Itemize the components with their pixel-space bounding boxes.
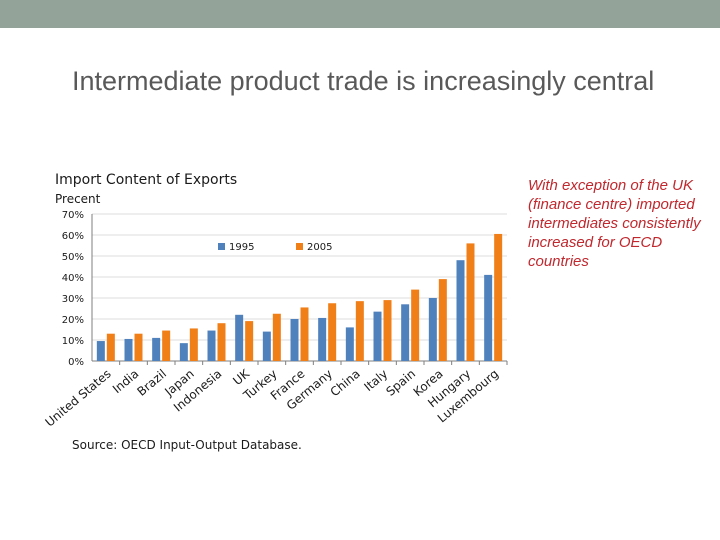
chart-source: Source: OECD Input-Output Database. (72, 438, 302, 452)
bar-2005 (494, 233, 503, 361)
bar-1995 (290, 319, 299, 361)
bar-2005 (217, 323, 226, 361)
bar-2005 (328, 303, 337, 361)
bar-1995 (428, 298, 437, 361)
x-tick-label: Brazil (134, 367, 169, 399)
bar-2005 (106, 333, 115, 361)
chart-y-axis-label: Precent (55, 192, 101, 206)
bar-1995 (96, 341, 105, 361)
bar-1995 (207, 330, 216, 361)
slide-title: Intermediate product trade is increasing… (72, 66, 655, 96)
legend-label-2005: 2005 (307, 242, 332, 253)
bar-2005 (245, 321, 254, 361)
bar-1995 (345, 327, 354, 361)
bar-1995 (401, 304, 410, 361)
bar-2005 (438, 279, 447, 361)
bar-2005 (162, 330, 171, 361)
bar-1995 (235, 314, 244, 361)
y-tick-label: 70% (62, 210, 84, 221)
bar-2005 (189, 328, 198, 361)
legend-swatch-1995 (218, 243, 225, 250)
y-tick-label: 50% (62, 252, 84, 263)
legend-swatch-2005 (296, 243, 303, 250)
bar-1995 (124, 338, 133, 361)
bar-1995 (318, 317, 327, 361)
bar-1995 (456, 260, 465, 361)
y-tick-label: 60% (62, 231, 84, 242)
x-tick-label: Spain (383, 367, 418, 399)
legend-label-1995: 1995 (229, 242, 254, 253)
bar-2005 (383, 300, 392, 361)
chart-title: Import Content of Exports (55, 172, 238, 188)
bar-2005 (272, 313, 281, 361)
bar-2005 (466, 243, 475, 361)
x-tick-label: United States (43, 367, 114, 430)
bar-1995 (373, 311, 382, 361)
y-tick-label: 0% (68, 357, 84, 368)
bar-1995 (262, 331, 271, 361)
top-bar (0, 0, 720, 28)
bar-1995 (484, 274, 493, 361)
y-tick-label: 20% (62, 315, 84, 326)
bar-2005 (134, 333, 143, 361)
bar-2005 (411, 289, 420, 361)
y-tick-label: 10% (62, 336, 84, 347)
bar-2005 (300, 307, 309, 361)
bar-2005 (355, 301, 364, 361)
y-tick-label: 30% (62, 294, 84, 305)
bar-1995 (179, 343, 188, 361)
y-tick-label: 40% (62, 273, 84, 284)
bar-1995 (152, 337, 161, 361)
x-tick-label: China (328, 367, 363, 400)
annotation-note: With exception of the UK (finance centre… (528, 177, 701, 270)
